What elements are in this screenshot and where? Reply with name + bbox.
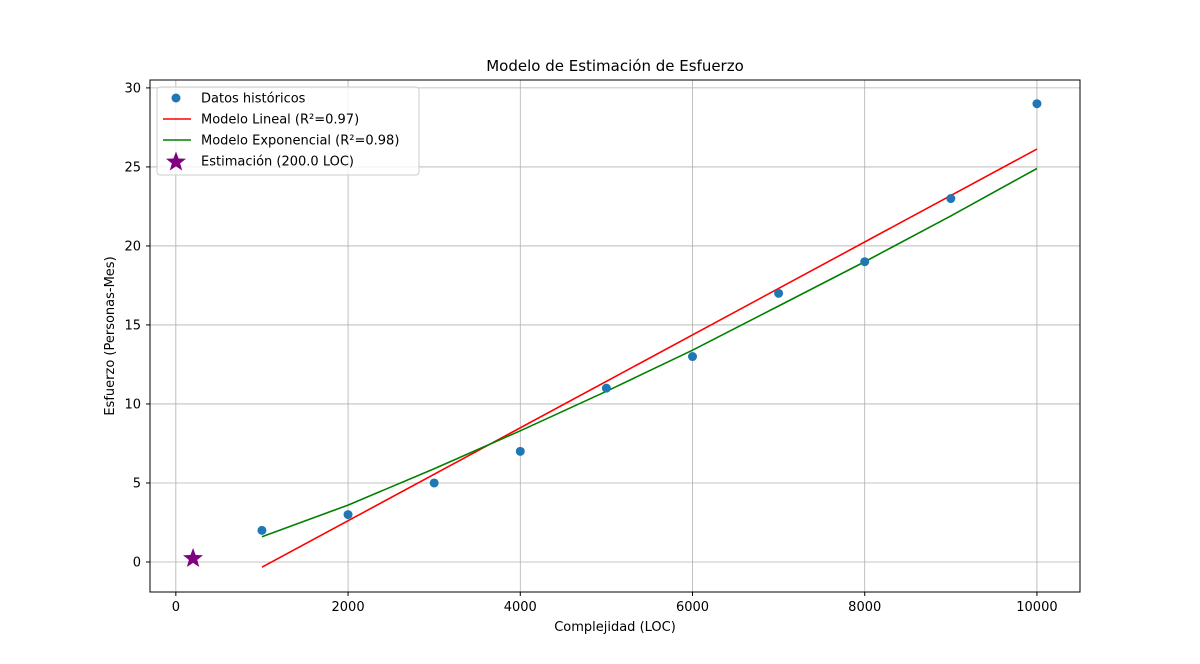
legend-label: Estimación (200.0 LOC) [201,155,354,170]
x-axis-label: Complejidad (LOC) [554,620,676,635]
data-point [343,510,353,520]
legend-marker [166,151,186,171]
series-line [261,167,1038,538]
x-tick-label: 2000 [332,600,365,615]
legend-box [156,86,420,176]
y-tick-label: 0 [133,555,141,570]
x-axis: 0 2000 4000 6000 8000 10000 [172,592,1058,615]
y-tick-label: 25 [124,160,141,175]
plot-area [183,99,1042,568]
x-tick-label: 4000 [504,600,537,615]
y-tick-label: 20 [124,239,141,254]
plot-frame [149,79,1081,593]
data-point [429,478,439,488]
y-tick-label: 15 [124,318,141,333]
data-point [601,383,611,393]
legend-label: Datos históricos [201,92,306,107]
y-axis: 0 5 10 15 20 25 30 [124,81,150,570]
x-tick-label: 0 [172,600,180,615]
legend: Datos históricos Modelo Lineal (R²=0.97) M… [156,86,420,176]
legend-label: Modelo Exponencial (R²=0.98) [201,134,399,149]
y-tick-label: 5 [133,476,141,491]
x-tick-label: 8000 [848,600,881,615]
data-point [774,288,784,298]
y-axis-label: Esfuerzo (Personas-Mes) [103,256,118,415]
chart-title: Modelo de Estimación de Esfuerzo [486,57,744,75]
data-point [257,525,267,535]
data-point [515,446,525,456]
y-tick-label: 30 [124,81,141,96]
y-tick-label: 10 [124,397,141,412]
legend-marker [171,93,181,103]
legend-label: Modelo Lineal (R²=0.97) [201,113,359,128]
data-point [860,257,870,267]
series-line [261,148,1038,568]
data-point [946,194,956,204]
x-tick-label: 6000 [676,600,709,615]
estimate-marker [183,548,204,567]
data-point [1032,99,1042,109]
data-point [688,352,697,362]
x-tick-label: 10000 [1016,600,1057,615]
